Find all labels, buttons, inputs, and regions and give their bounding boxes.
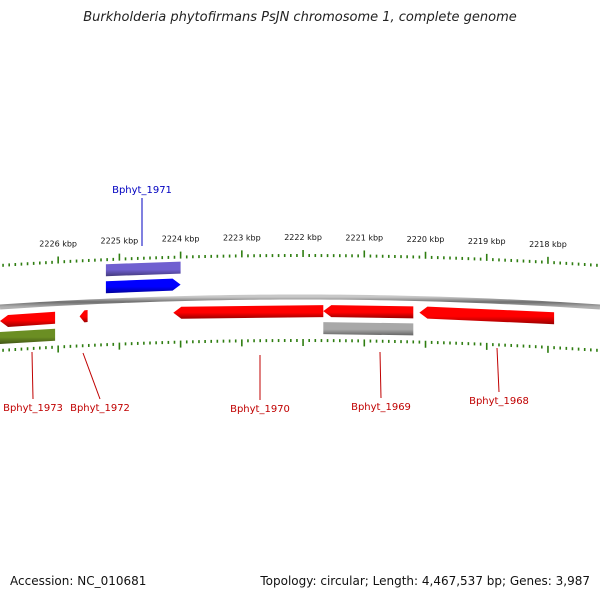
tick-label: 2225 kbp bbox=[101, 237, 139, 246]
gene-label-g1968: Bphyt_1968 bbox=[469, 396, 529, 407]
gene-label-g1970: Bphyt_1970 bbox=[230, 404, 290, 415]
gene-label-g1969: Bphyt_1969 bbox=[351, 402, 411, 413]
genome-summary: Topology: circular; Length: 4,467,537 bp… bbox=[260, 574, 590, 588]
tick-label: 2223 kbp bbox=[223, 233, 261, 242]
gene-g1971 bbox=[105, 278, 181, 294]
tick-label: 2224 kbp bbox=[162, 235, 200, 244]
gene-label-g1972: Bphyt_1972 bbox=[70, 403, 130, 414]
gene-g1971b bbox=[105, 261, 181, 277]
gene-g1973 bbox=[0, 311, 56, 327]
tick-label: 2226 kbp bbox=[39, 239, 77, 248]
gene-g1973b bbox=[0, 328, 56, 344]
gene-g1972 bbox=[79, 310, 88, 323]
accession-text: Accession: NC_010681 bbox=[10, 574, 147, 588]
leader-line bbox=[82, 352, 101, 400]
tick-label: 2220 kbp bbox=[407, 235, 445, 244]
gene-g1969b bbox=[323, 322, 414, 336]
gene-label-g1971: Bphyt_1971 bbox=[112, 185, 172, 196]
scale-upper: 2226 kbp 2225 kbp 2224 kbp 2223 kbp 2222 kbp… bbox=[2, 233, 598, 267]
leader-line bbox=[496, 347, 500, 393]
gene-features bbox=[0, 261, 555, 344]
gene-g1970 bbox=[173, 305, 324, 319]
tick-label: 2218 kbp bbox=[529, 240, 567, 249]
tick-label: 2219 kbp bbox=[468, 237, 506, 246]
chromosome-backbone bbox=[0, 294, 600, 310]
gene-labels: Bphyt_1973 Bphyt_1972 Bphyt_1971 Bphyt_1970… bbox=[3, 185, 529, 415]
leader-line bbox=[31, 351, 34, 400]
genome-title: Burkholderia phytofirmans PsJN chromosom… bbox=[83, 10, 517, 25]
scale-lower bbox=[2, 339, 598, 353]
gene-label-g1973: Bphyt_1973 bbox=[3, 403, 63, 414]
gene-g1968 bbox=[419, 306, 555, 325]
tick-label: 2222 kbp bbox=[284, 233, 322, 242]
gene-g1969 bbox=[323, 305, 414, 319]
leader-line bbox=[379, 351, 382, 399]
tick-label: 2221 kbp bbox=[345, 233, 383, 242]
